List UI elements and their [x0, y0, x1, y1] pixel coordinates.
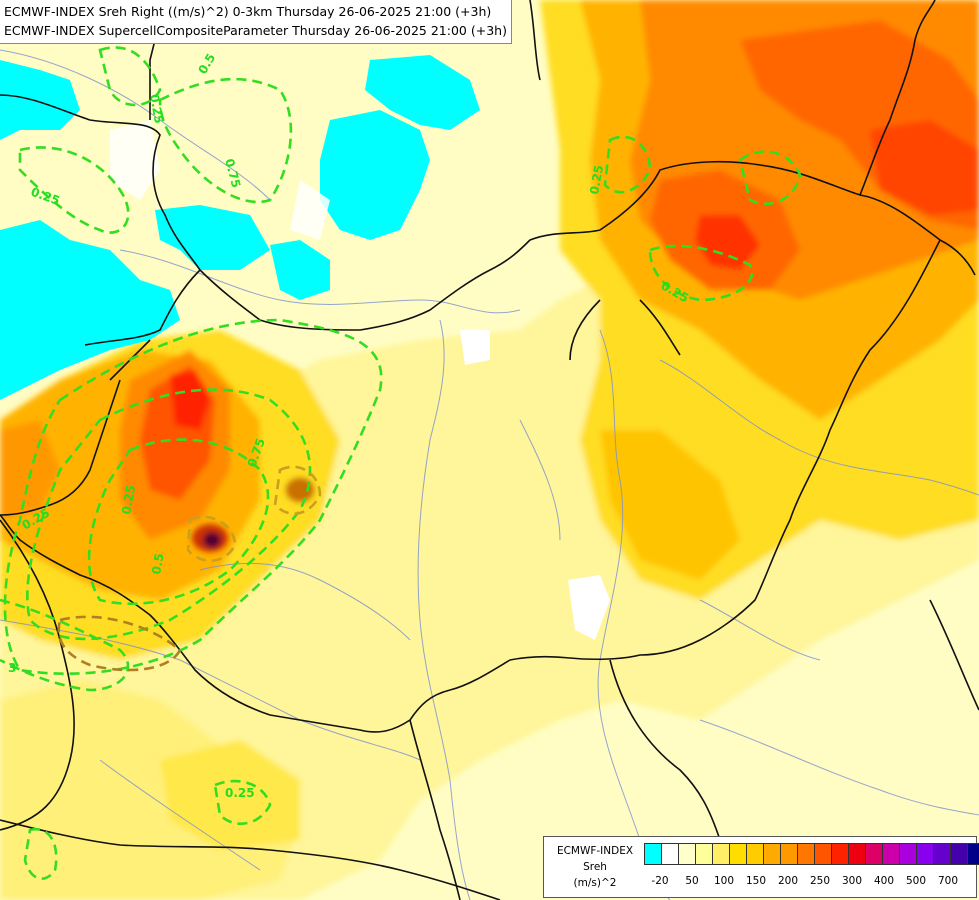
- legend-swatch: [678, 843, 695, 865]
- legend-swatch: [848, 843, 865, 865]
- legend-swatch: [780, 843, 797, 865]
- legend-swatch: [814, 843, 831, 865]
- legend-color-bar: [644, 843, 979, 865]
- legend-tick-label: 400: [873, 875, 895, 887]
- color-legend: ECMWF-INDEX Sreh (m/s)^2 -20 50 100 150 200 2…: [543, 836, 979, 898]
- legend-parameter: Sreh: [583, 861, 607, 873]
- legend-swatch: [882, 843, 899, 865]
- legend-tick-label: -20: [651, 875, 669, 887]
- contour-label: 0.5: [149, 552, 166, 575]
- legend-swatch: [797, 843, 814, 865]
- scp-contours: [0, 46, 802, 880]
- map-title-box: ECMWF-INDEX Sreh Right ((m/s)^2) 0-3km T…: [0, 0, 512, 44]
- legend-swatch: [712, 843, 729, 865]
- legend-unit: (m/s)^2: [573, 877, 617, 889]
- legend-ticks: -20 50 100 150 200 250 300 400 500 700: [644, 875, 974, 889]
- contour-label: 3: [8, 661, 16, 675]
- legend-swatch: [763, 843, 780, 865]
- legend-swatch: [729, 843, 746, 865]
- legend-tick-label: 500: [905, 875, 927, 887]
- legend-source: ECMWF-INDEX: [556, 845, 634, 857]
- contour-label: 0.25: [119, 484, 138, 516]
- legend-swatch: [695, 843, 712, 865]
- legend-swatch: [916, 843, 933, 865]
- legend-tick-label: 150: [745, 875, 767, 887]
- legend-tick-label: 200: [777, 875, 799, 887]
- legend-tick-label: 250: [809, 875, 831, 887]
- legend-tick-label: 50: [685, 875, 699, 887]
- map-title-scp: ECMWF-INDEX SupercellCompositeParameter …: [4, 23, 507, 38]
- legend-swatch: [661, 843, 678, 865]
- legend-tick-label: 300: [841, 875, 863, 887]
- sreh-peak-marks: [192, 478, 314, 552]
- negative-sreh-areas: [0, 55, 610, 640]
- legend-tick-label: 700: [937, 875, 959, 887]
- legend-tick-label: 100: [713, 875, 735, 887]
- map-title-sreh: ECMWF-INDEX Sreh Right ((m/s)^2) 0-3km T…: [4, 4, 492, 19]
- legend-swatch: [899, 843, 916, 865]
- legend-swatch: [967, 843, 979, 865]
- contour-label: 0.25: [147, 93, 166, 125]
- near-zero-areas: [110, 120, 330, 240]
- legend-swatch: [865, 843, 882, 865]
- contour-label: 0.25: [587, 164, 606, 196]
- legend-swatch: [950, 843, 967, 865]
- contour-label: 0.25: [225, 786, 255, 800]
- legend-swatch: [746, 843, 763, 865]
- legend-swatch: [933, 843, 950, 865]
- legend-swatch: [831, 843, 848, 865]
- legend-swatch: [644, 843, 661, 865]
